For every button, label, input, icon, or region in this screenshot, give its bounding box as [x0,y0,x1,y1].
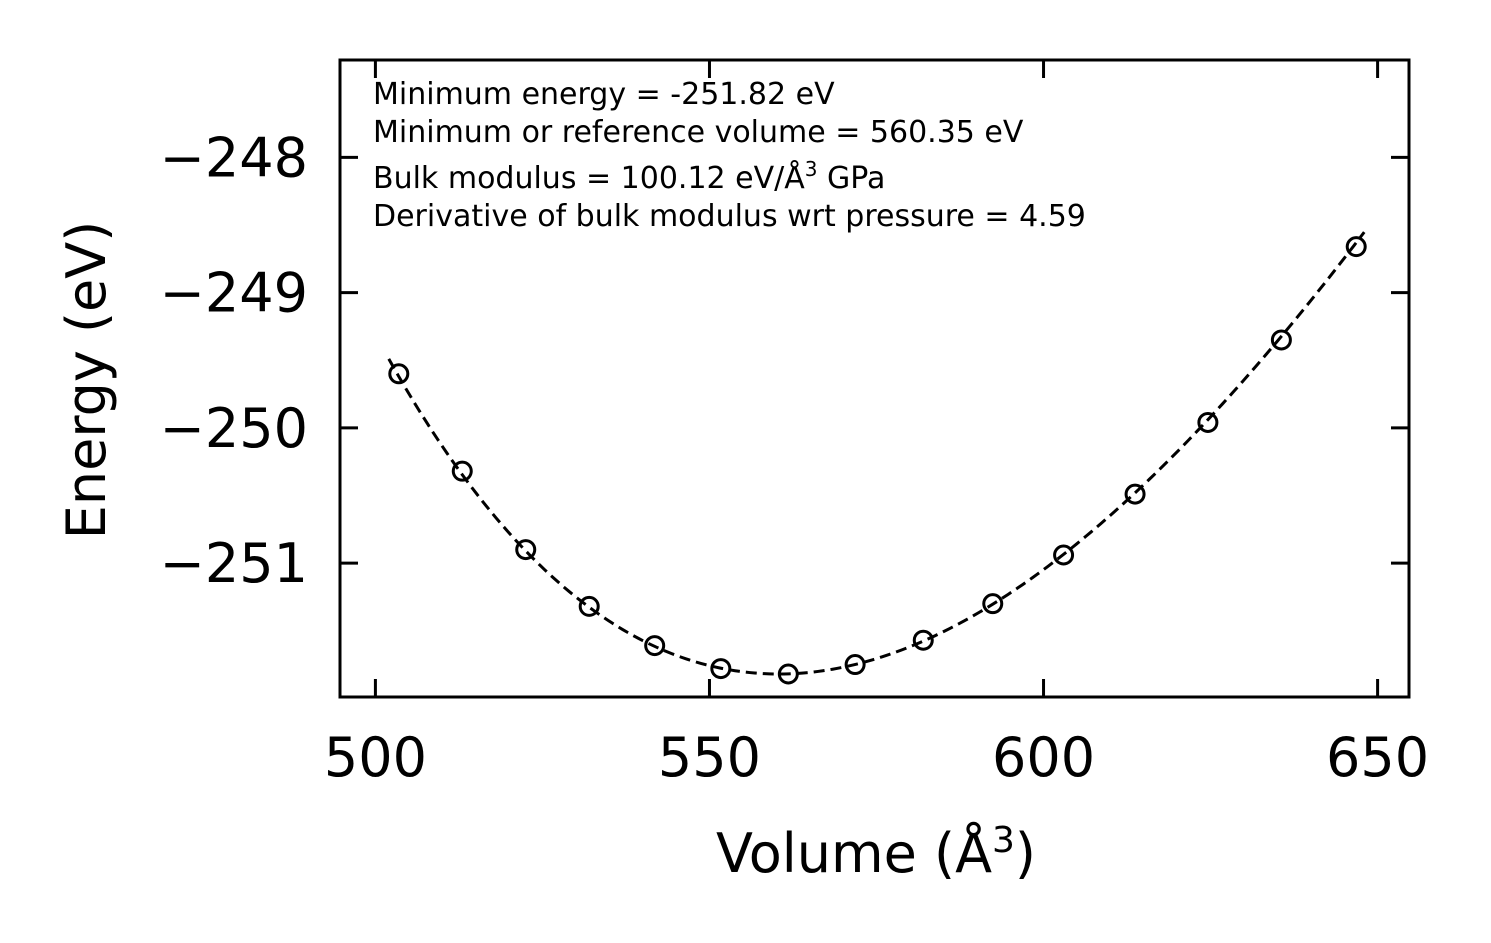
data-point [1197,411,1219,433]
annotation-bulk-modulus-unit: GPa [818,161,886,196]
data-point [844,654,866,676]
data-point [578,595,600,617]
x-axis-title-sup: 3 [992,820,1015,861]
data-point [1053,544,1075,566]
y-axis-title: Energy (eV) [55,221,118,540]
y-tick-label: −249 [160,262,308,325]
x-tick-label: 600 [992,726,1095,789]
data-point [1270,329,1292,351]
plot-frame [338,58,1411,699]
y-tick-label: −250 [160,397,308,460]
x-axis-title-close: ) [1015,822,1036,885]
annotation-bulk-modulus: Bulk modulus = 100.12 eV/Å3 GPa [373,157,885,196]
annotation-bulk-derivative: Derivative of bulk modulus wrt pressure … [373,199,1086,234]
x-tick-label: 500 [324,726,427,789]
x-axis-title-main: Volume (Å [716,821,992,885]
data-point [644,635,666,657]
x-tick-label: 550 [658,726,761,789]
x-axis-title: Volume (Å3) [716,820,1036,885]
annotation-ref-volume: Minimum or reference volume = 560.35 eV [373,115,1024,150]
data-point [777,663,799,685]
annotation-bulk-modulus-main: Bulk modulus = 100.12 eV/Å [373,160,805,196]
data-point [1345,236,1367,258]
annotation-bulk-modulus-sup: 3 [805,157,818,181]
data-point [710,658,732,680]
y-tick-label: −251 [160,532,308,595]
x-tick-label: 650 [1326,726,1429,789]
y-tick-label: −248 [160,126,308,189]
eos-fit-curve [387,231,1366,676]
annotation-min-energy: Minimum energy = -251.82 eV [373,77,835,112]
data-point [1124,483,1146,505]
data-point [388,363,410,385]
data-point [451,460,473,482]
data-point [515,539,537,561]
data-point [912,629,934,651]
data-point [982,593,1004,615]
